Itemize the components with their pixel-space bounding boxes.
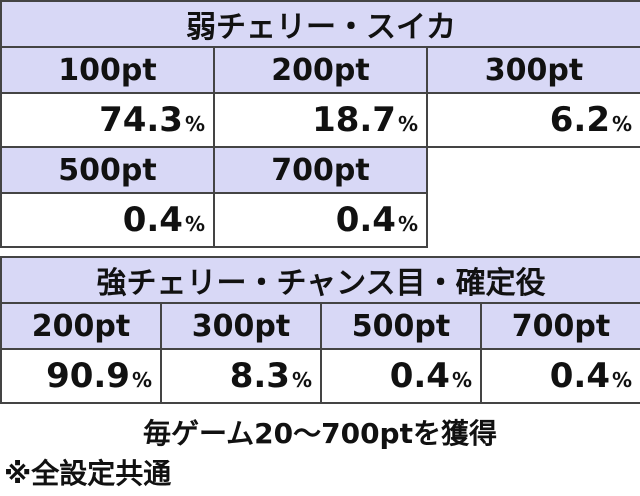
probability-cell: 90.9%: [0, 348, 162, 404]
footer-note-all-settings: ※全設定共通: [4, 457, 172, 490]
percent-unit: %: [397, 212, 418, 236]
probability-value: 18.7: [312, 100, 396, 140]
probability-value: 0.4: [549, 356, 610, 396]
percent-unit: %: [131, 368, 152, 392]
percent-unit: %: [291, 368, 312, 392]
percent-unit: %: [184, 112, 205, 136]
probability-cell: 18.7%: [213, 92, 428, 148]
probability-value: 8.3: [229, 356, 290, 396]
pt-header: 100pt: [0, 46, 215, 94]
probability-cell: 6.2%: [425, 92, 640, 148]
pt-header: 200pt: [213, 46, 428, 94]
section2-title: 強チェリー・チャンス目・確定役: [0, 256, 640, 304]
probability-value: 0.4: [389, 356, 450, 396]
percent-unit: %: [611, 112, 633, 136]
probability-cell: 74.3%: [0, 92, 215, 148]
pt-header: 200pt: [0, 302, 162, 350]
section2-table: 強チェリー・チャンス目・確定役 200pt 300pt 500pt 700pt …: [0, 256, 640, 404]
pt-header: 300pt: [425, 46, 640, 94]
probability-value: 0.4: [335, 200, 396, 240]
percent-unit: %: [451, 368, 472, 392]
empty-cell: [427, 147, 640, 247]
probability-value: 74.3: [99, 100, 183, 140]
section1-table: 弱チェリー・スイカ 100pt 200pt 300pt 74.3% 18.7% …: [0, 0, 640, 248]
probability-cell: 0.4%: [479, 348, 640, 404]
probability-cell: 0.4%: [0, 192, 215, 248]
probability-value: 6.2: [549, 100, 610, 140]
pt-header: 700pt: [479, 302, 640, 350]
footer-note-earning: 毎ゲーム20～700ptを獲得: [142, 417, 497, 450]
probability-cell: 8.3%: [160, 348, 322, 404]
probability-value: 0.4: [122, 200, 183, 240]
percent-unit: %: [184, 212, 205, 236]
pt-header: 700pt: [213, 146, 428, 194]
percent-unit: %: [397, 112, 418, 136]
probability-value: 90.9: [46, 356, 130, 396]
probability-cell: 0.4%: [213, 192, 428, 248]
pt-header: 300pt: [160, 302, 322, 350]
probability-cell: 0.4%: [320, 348, 482, 404]
pt-header: 500pt: [0, 146, 215, 194]
section1-title: 弱チェリー・スイカ: [0, 0, 640, 48]
percent-unit: %: [612, 368, 633, 392]
pt-header: 500pt: [320, 302, 482, 350]
